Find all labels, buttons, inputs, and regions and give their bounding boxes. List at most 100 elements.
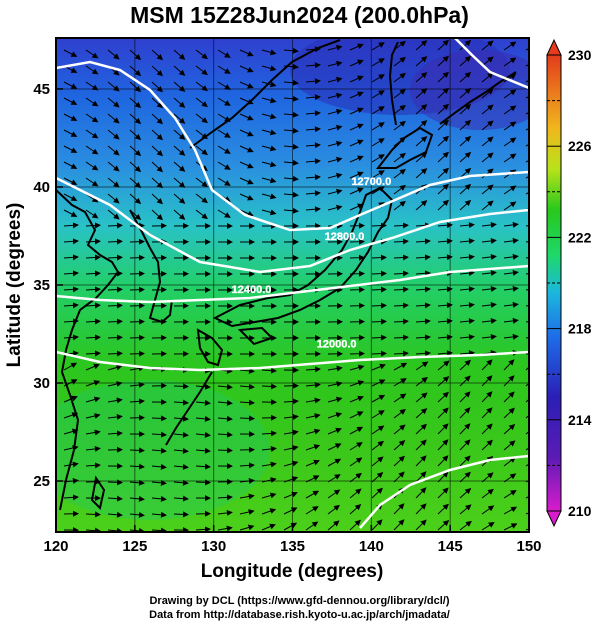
streamline-arrow: [459, 151, 472, 163]
streamline-arrow: [437, 103, 449, 115]
streamline-arrow: [107, 364, 123, 371]
streamline-arrow: [85, 145, 99, 155]
streamline-arrow: [393, 350, 409, 357]
coastline-korea: [129, 209, 173, 324]
streamline-arrow: [327, 504, 340, 515]
streamline-arrow: [393, 88, 406, 99]
streamline-arrow: [305, 459, 320, 467]
streamline-arrow: [371, 42, 385, 51]
streamline-arrow: [261, 97, 277, 104]
streamline-arrow: [195, 97, 208, 108]
streamline-arrow: [393, 40, 406, 51]
streamline-arrow: [129, 161, 142, 173]
streamline-arrow: [239, 509, 255, 515]
streamline-arrow: [173, 447, 189, 454]
streamline-arrow: [349, 380, 365, 387]
streamline-arrow: [371, 154, 385, 163]
streamline-arrow: [261, 508, 277, 515]
streamline-arrow: [437, 503, 449, 515]
streamline-arrow: [305, 366, 321, 373]
streamline-arrow: [239, 145, 254, 153]
streamline-arrow: [195, 65, 208, 76]
streamline-arrow: [481, 333, 497, 340]
streamline-arrow: [327, 520, 340, 531]
streamline-arrow: [371, 270, 387, 277]
streamline-arrow: [173, 177, 186, 188]
streamline-arrow: [349, 472, 362, 483]
streamline-arrow: [85, 334, 101, 341]
streamline-arrow: [415, 376, 428, 387]
streamline-arrow: [459, 39, 472, 51]
streamline-arrow: [107, 193, 120, 204]
streamline-arrow: [261, 161, 277, 168]
y-tick-label: 45: [33, 81, 50, 98]
streamline-arrow: [107, 413, 123, 420]
streamline-arrow: [481, 301, 497, 308]
streamline-arrow: [437, 423, 449, 435]
colorbar-min-triangle: [546, 510, 562, 528]
y-tick-label: 25: [33, 473, 50, 490]
streamline-arrow: [503, 333, 519, 340]
streamline-arrow: [503, 57, 517, 67]
streamline-arrow: [283, 143, 299, 150]
streamline-arrow: [503, 523, 518, 531]
streamline-arrow: [63, 445, 79, 451]
streamline-arrow: [261, 113, 277, 120]
streamline-arrow: [129, 447, 145, 454]
streamline-arrow: [459, 103, 472, 115]
streamline-arrow: [305, 413, 321, 419]
streamline-arrow: [195, 526, 211, 532]
streamline-arrow: [459, 135, 472, 147]
streamline-arrow: [195, 145, 208, 156]
streamline-arrow: [459, 423, 471, 435]
streamline-arrow: [481, 168, 494, 179]
streamline-arrow: [107, 495, 123, 502]
streamline-arrow: [349, 91, 364, 99]
streamline-arrow: [415, 200, 428, 211]
streamline-arrow: [239, 367, 255, 374]
streamline-arrow: [129, 97, 142, 109]
streamline-arrow: [481, 253, 497, 260]
streamline-arrow: [371, 302, 387, 309]
streamline-arrow: [195, 49, 208, 60]
x-tick-label: 125: [122, 538, 147, 555]
streamline-arrow: [239, 193, 254, 201]
streamline-arrow: [503, 237, 519, 244]
streamline-arrow: [437, 87, 449, 99]
streamline-arrow: [217, 49, 231, 58]
streamline-arrow: [503, 285, 519, 292]
streamline-arrow: [503, 423, 516, 435]
streamline-arrow: [107, 286, 123, 293]
streamline-arrow: [459, 359, 471, 371]
streamline-arrow: [173, 81, 186, 92]
streamline-arrow: [503, 73, 517, 83]
streamline-arrow: [85, 129, 99, 139]
streamline-arrow: [283, 445, 299, 451]
streamline-arrow: [327, 156, 343, 163]
streamline-arrow: [503, 359, 515, 371]
contour-line-southeast: [359, 454, 529, 529]
streamline-arrow: [63, 334, 79, 341]
streamline-arrow: [503, 221, 519, 228]
streamline-arrow: [173, 383, 189, 390]
streamline-arrow: [63, 222, 79, 229]
streamline-arrow: [437, 407, 449, 419]
streamline-arrow: [85, 177, 99, 187]
streamline-arrow: [393, 286, 409, 293]
streamline-arrow: [151, 447, 167, 454]
streamline-arrow: [371, 334, 387, 341]
streamline-arrow: [107, 302, 123, 309]
streamline-arrow: [437, 302, 453, 309]
streamline-arrow: [415, 56, 428, 67]
streamline-arrow: [63, 129, 78, 137]
streamline-arrow: [415, 302, 431, 309]
streamline-arrow: [85, 380, 101, 387]
streamline-arrow: [107, 397, 123, 404]
credit-drawing: Drawing by DCL (https://www.gfd-dennou.o…: [149, 595, 450, 607]
streamline-arrow: [283, 429, 299, 436]
colorbar-tick-label: 210: [568, 503, 592, 519]
map-figure: 12000.0 12400.0 12800.0 12700.0 120 125 130 13…: [4, 37, 592, 582]
streamline-arrow: [481, 359, 493, 371]
streamline-arrow: [305, 62, 321, 69]
streamline-arrow: [239, 209, 254, 217]
